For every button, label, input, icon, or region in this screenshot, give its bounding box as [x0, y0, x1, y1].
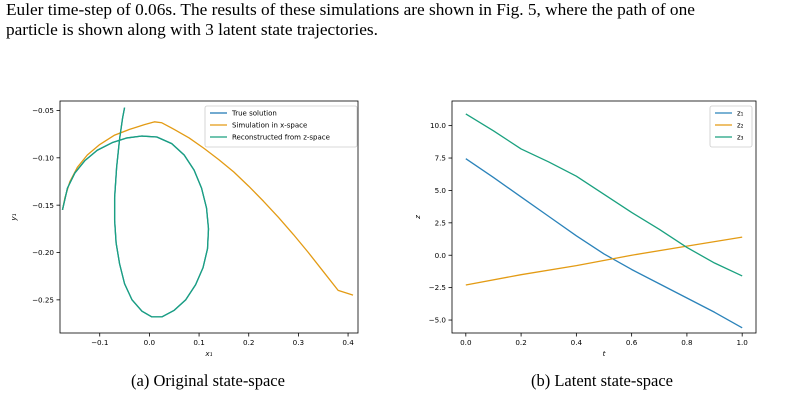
legend-entry: Simulation in x-space [232, 122, 307, 130]
x-tick-label: 0.0 [460, 338, 472, 347]
series-line [465, 113, 743, 277]
body-paragraph: Euler time-step of 0.06s. The results of… [6, 0, 801, 40]
x-tick-label: 0.4 [571, 338, 583, 347]
y-tick-label: 2.5 [435, 218, 446, 227]
y-tick-label: −0.10 [32, 153, 54, 162]
y-tick-label: −2.5 [429, 283, 446, 292]
y-tick-label: 7.5 [435, 154, 446, 163]
y-tick-label: −0.05 [32, 106, 54, 115]
x-tick-label: 0.1 [193, 338, 204, 347]
legend-entry: z₂ [737, 122, 744, 130]
x-tick-label: 0.2 [243, 338, 254, 347]
x-tick-label: −0.1 [91, 338, 108, 347]
x-tick-label: 0.3 [293, 338, 304, 347]
series-line [465, 236, 743, 286]
y-tick-label: 0.0 [435, 251, 447, 260]
y-tick-label: 5.0 [435, 186, 447, 195]
legend-box [709, 105, 753, 148]
axes-frame [59, 100, 359, 334]
series-line [61, 121, 354, 296]
legend-entry: Reconstructed from z-space [232, 134, 330, 142]
caption-right: (b) Latent state-space [530, 371, 673, 390]
body-line-1: Euler time-step of 0.06s. The results of… [6, 0, 695, 19]
y-axis-label: y₁ [9, 213, 18, 221]
legend-entry: True solution [231, 110, 277, 118]
figure-latent-state-space: 0.0 0.2 0.4 0.6 0.8 1.0 10.0 7.5 5.0 2.5 0.0 −2.5 −5… [413, 100, 757, 358]
series-line [61, 107, 210, 318]
y-axis-label: z [413, 215, 422, 220]
caption-left: (a) Original state-space [131, 371, 285, 390]
series-line [61, 107, 210, 318]
legend-entry: z₃ [737, 134, 744, 142]
series-line [465, 158, 743, 329]
body-line-2: particle is shown along with 3 latent st… [6, 20, 378, 39]
figure-original-state-space: −0.1 0.0 0.1 0.2 0.3 0.4 −0.05 −0.10 −0.15 −0.20 −… [9, 100, 359, 358]
x-axis-label: t [603, 349, 607, 358]
x-tick-label: 0.6 [626, 338, 638, 347]
legend-entry: z₁ [737, 110, 744, 118]
x-tick-label: 0.2 [515, 338, 526, 347]
x-tick-label: 1.0 [736, 338, 748, 347]
x-tick-label: 0.8 [681, 338, 693, 347]
math-value: 0.06 [135, 0, 166, 19]
axes-frame [451, 100, 757, 334]
y-tick-label: −0.15 [32, 201, 54, 210]
legend-box [204, 105, 358, 148]
x-axis-label: x₁ [204, 349, 212, 358]
y-tick-label: −0.20 [32, 248, 54, 257]
y-tick-label: −5.0 [429, 316, 447, 325]
y-tick-label: 10.0 [430, 121, 446, 130]
x-tick-label: 0.4 [342, 338, 354, 347]
x-tick-label: 0.0 [144, 338, 156, 347]
y-tick-label: −0.25 [32, 295, 54, 304]
